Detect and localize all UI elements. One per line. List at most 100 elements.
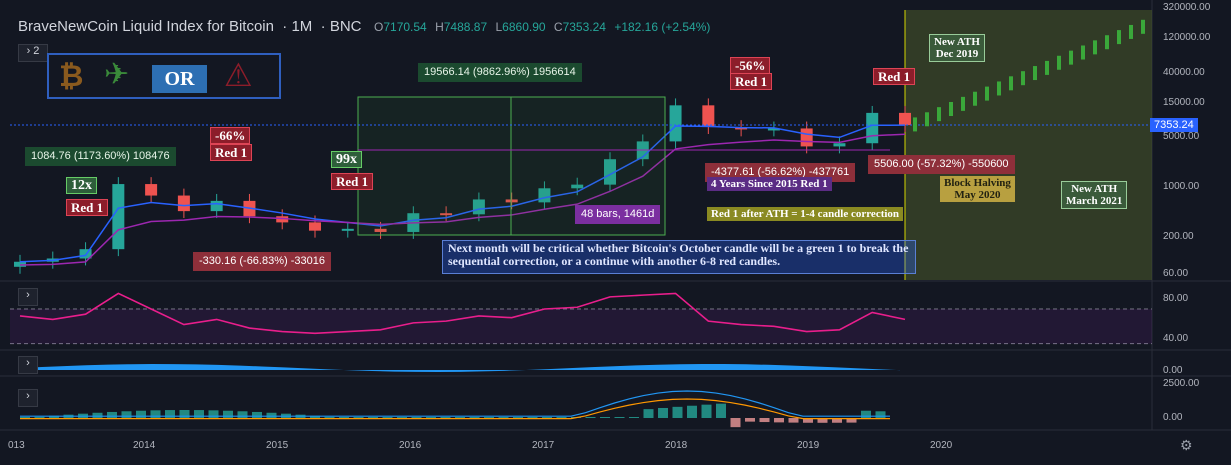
measure-label-2019: 5506.00 (-57.32%) -550600 xyxy=(868,155,1015,174)
price-axis-label: 40000.00 xyxy=(1163,66,1205,78)
price-axis-label: 60.00 xyxy=(1163,268,1189,280)
mult-12x-label: 12x xyxy=(66,177,97,194)
settings-gear-icon[interactable]: ⚙ xyxy=(1180,437,1193,453)
macd-histogram-bar xyxy=(20,417,30,418)
macd-histogram-bar xyxy=(368,417,378,418)
macd-histogram-bar xyxy=(846,418,857,423)
macd-histogram-bar xyxy=(150,410,161,418)
high-label: H xyxy=(435,20,444,34)
correction-rule-label: Red 1 after ATH = 1-4 candle correction xyxy=(707,207,904,221)
macd-histogram-bar xyxy=(687,405,697,418)
interval-label[interactable]: 1M xyxy=(291,18,313,35)
rsi-axis-80: 80.00 xyxy=(1163,293,1189,304)
macd-histogram-bar xyxy=(527,417,538,418)
indicator-count: 2 xyxy=(33,45,40,57)
candle-body xyxy=(210,200,223,212)
candle-body xyxy=(440,213,453,216)
measure-label-2015-2017: 19566.14 (9862.96%) 1956614 xyxy=(418,63,582,82)
candle-body xyxy=(505,199,518,203)
macd-histogram-bar xyxy=(136,410,146,418)
time-axis-label: 2017 xyxy=(532,440,555,451)
macd-histogram-bar xyxy=(382,417,393,418)
projected-candle xyxy=(937,107,941,122)
projected-candle xyxy=(1021,71,1025,86)
candle-body xyxy=(571,184,584,189)
low-label: L xyxy=(495,20,503,34)
close-value: 7353.24 xyxy=(562,20,606,34)
candle-body xyxy=(112,184,125,250)
measure-label-2015: -330.16 (-66.83%) -33016 xyxy=(193,252,331,271)
macd-histogram-bar xyxy=(194,410,204,418)
projected-candle xyxy=(1045,60,1049,75)
macd-histogram-bar xyxy=(730,418,741,428)
macd-histogram-bar xyxy=(745,418,755,422)
time-axis-label: 2019 xyxy=(797,440,820,451)
red1-label-2014: Red 1 xyxy=(210,144,253,161)
macd-histogram-bar xyxy=(411,417,422,418)
candle-body xyxy=(374,228,387,232)
time-axis-label: 2016 xyxy=(399,440,422,451)
oscillator-area xyxy=(20,364,900,372)
macd-histogram-bar xyxy=(774,418,784,423)
projected-candle xyxy=(1129,24,1133,39)
halving-line1: Block Halving xyxy=(944,177,1011,189)
projected-candle xyxy=(1009,76,1013,91)
time-axis-label: 2020 xyxy=(930,440,953,451)
projected-candle xyxy=(997,81,1001,96)
projected-candle xyxy=(1081,45,1085,60)
macd-histogram-bar xyxy=(179,410,190,418)
macd-histogram-bar xyxy=(861,410,871,418)
airplane-icon: ✈ xyxy=(104,57,130,92)
red1-label-2013: Red 1 xyxy=(66,199,109,216)
candle-body xyxy=(341,228,354,231)
time-axis-label: 013 xyxy=(8,440,25,451)
candle-body xyxy=(866,112,879,144)
ath-2019-line1: New ATH xyxy=(934,36,980,48)
candle-body xyxy=(79,249,92,259)
candle-body xyxy=(145,184,158,196)
price-axis-label: 15000.00 xyxy=(1163,96,1205,108)
projected-candle xyxy=(1141,19,1145,34)
high-value: 7488.87 xyxy=(443,20,488,34)
open-value: 7170.54 xyxy=(383,20,427,34)
rsi-band-fill xyxy=(10,309,1152,344)
macd-histogram-bar xyxy=(817,418,828,423)
macd-histogram-bar xyxy=(498,417,509,418)
macd-pane-toggle[interactable]: › xyxy=(18,389,38,407)
macd-histogram-bar xyxy=(121,411,132,418)
macd-histogram-bar xyxy=(34,416,45,418)
open-label: O xyxy=(374,20,384,34)
candle-body xyxy=(669,105,682,142)
macd-histogram-bar xyxy=(614,417,625,418)
rsi-pane-toggle[interactable]: › xyxy=(18,288,38,306)
change-value: +182.16 (+2.54%) xyxy=(614,20,711,34)
symbol-title[interactable]: BraveNewCoin Liquid Index for Bitcoin xyxy=(18,18,274,35)
macd-histogram-bar xyxy=(701,404,712,418)
block-halving-label: Block Halving May 2020 xyxy=(940,176,1015,202)
macd-histogram-bar xyxy=(629,417,639,418)
collapse-indicators-button[interactable]: › 2 xyxy=(18,44,48,62)
ath-2019-line2: Dec 2019 xyxy=(935,48,979,60)
macd-histogram-bar xyxy=(252,411,262,418)
time-axis-label: 2015 xyxy=(266,440,289,451)
macd-histogram-bar xyxy=(788,418,799,423)
macd-histogram-bar xyxy=(716,403,726,418)
macd-histogram-bar xyxy=(165,410,175,418)
projected-candle xyxy=(1117,30,1121,45)
close-label: C xyxy=(553,20,563,34)
ath-2021-line1: New ATH xyxy=(1071,183,1118,195)
warning-icon: ⚠ xyxy=(224,56,253,94)
macd-histogram-bar xyxy=(542,417,552,418)
macd-histogram-bar xyxy=(513,417,523,418)
projected-candle xyxy=(949,102,953,117)
osc-pane-toggle[interactable]: › xyxy=(18,356,38,374)
candle-body xyxy=(177,195,190,212)
time-axis-label: 2014 xyxy=(133,440,156,451)
rsi-axis-40: 40.00 xyxy=(1163,333,1189,344)
candle-body xyxy=(833,143,846,147)
projected-candle xyxy=(961,96,965,111)
candle-body xyxy=(702,105,715,128)
macd-histogram-bar xyxy=(324,416,335,418)
time-axis-label: 2018 xyxy=(665,440,688,451)
rsi-line xyxy=(19,292,906,335)
